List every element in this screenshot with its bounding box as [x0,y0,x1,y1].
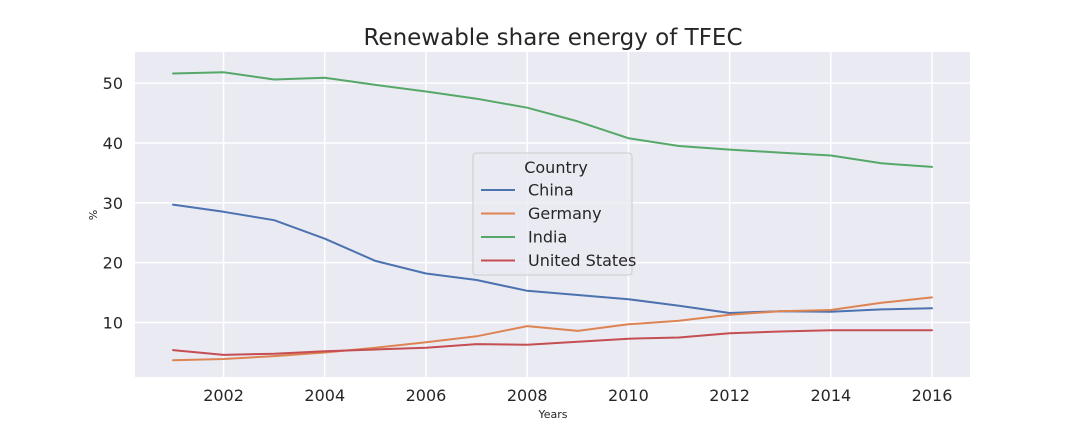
legend-title: Country [524,158,588,177]
y-tick-label: 40 [103,134,123,153]
y-tick-label: 20 [103,254,123,273]
x-axis-label: Years [537,408,567,421]
x-tick-label: 2016 [912,386,953,405]
x-tick-label: 2012 [709,386,750,405]
series-line-india [172,71,933,168]
x-tick-label: 2002 [203,386,244,405]
legend: Country China Germany India United States [472,152,636,276]
tick-labels: 2002 2004 2006 2008 2010 2012 2014 2016 10 20 30 40… [103,74,953,405]
legend-label-india: India [528,228,567,247]
y-tick-label: 50 [103,74,123,93]
y-tick-label: 10 [103,314,123,333]
series-lines [172,71,933,362]
x-tick-label: 2008 [507,386,548,405]
x-tick-label: 2010 [608,386,649,405]
series-line-germany [172,296,933,362]
legend-box [472,152,633,276]
x-tick-label: 2014 [810,386,851,405]
series-line-united-states [172,329,933,356]
y-axis-label: % [87,210,100,220]
legend-label-germany: Germany [528,204,602,223]
x-tick-label: 2006 [406,386,447,405]
y-tick-label: 30 [103,194,123,213]
legend-label-china: China [528,181,574,200]
legend-label-united-states: United States [528,251,636,270]
x-tick-label: 2004 [304,386,345,405]
chart-title: Renewable share energy of TFEC [363,25,742,51]
